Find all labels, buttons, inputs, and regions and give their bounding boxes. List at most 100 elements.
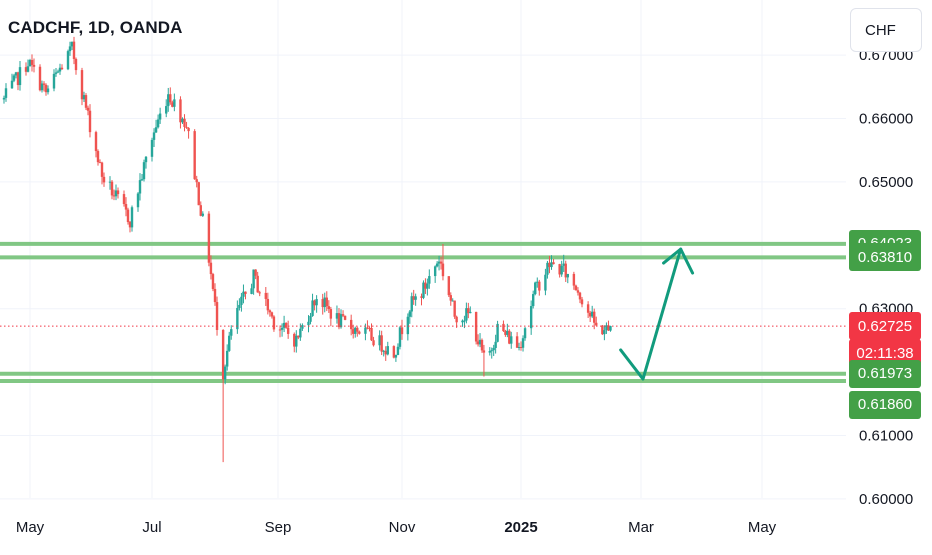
- candle-body: [550, 262, 553, 268]
- candle-body: [54, 72, 58, 74]
- candle: [494, 334, 497, 354]
- price-tick-label: 0.61000: [859, 428, 913, 445]
- candle: [451, 298, 454, 302]
- candle: [24, 62, 28, 76]
- candle-body: [40, 83, 44, 91]
- candle: [552, 258, 555, 265]
- candle: [576, 287, 580, 296]
- candle: [211, 272, 215, 292]
- candle-body: [268, 310, 272, 313]
- candle: [244, 291, 247, 300]
- candle: [354, 326, 357, 338]
- candle: [412, 289, 415, 305]
- price-tick-label: 0.66000: [859, 111, 913, 128]
- candle-body: [469, 311, 472, 314]
- candle-body: [66, 51, 70, 70]
- candle-body: [284, 322, 288, 328]
- candle: [492, 344, 495, 357]
- candle-body: [30, 59, 34, 65]
- projection-path: [619, 247, 683, 381]
- candle: [313, 299, 316, 311]
- candle-body: [98, 162, 102, 164]
- currency-button[interactable]: CHF: [850, 8, 922, 52]
- candle-body: [406, 316, 410, 335]
- candle-body: [173, 99, 176, 107]
- candle-body: [38, 66, 42, 91]
- candle-body: [152, 132, 156, 140]
- time-axis[interactable]: May Jul Sep Nov 2025 Mar May: [16, 519, 777, 536]
- candle-body: [552, 262, 555, 265]
- candle-body: [240, 296, 243, 305]
- candle-body: [435, 263, 439, 267]
- candle: [343, 315, 347, 321]
- candle-body: [138, 180, 142, 194]
- candle: [152, 128, 156, 147]
- candle-body: [378, 335, 381, 346]
- candle-body: [187, 127, 190, 132]
- candle-body: [94, 132, 98, 152]
- candle-body: [156, 119, 160, 128]
- candle-body: [536, 281, 539, 283]
- candle-body: [410, 296, 413, 312]
- candle-body: [142, 162, 146, 180]
- candle-body: [10, 80, 14, 89]
- candle: [52, 69, 56, 92]
- candle-body: [437, 261, 441, 264]
- candle: [10, 73, 14, 89]
- candle-body: [400, 327, 404, 335]
- candle: [396, 343, 400, 356]
- candle: [380, 330, 383, 356]
- candle-body: [154, 127, 158, 133]
- price-tick-label: 0.65000: [859, 174, 913, 191]
- candle-body: [244, 291, 247, 294]
- candle: [228, 331, 231, 352]
- candle: [173, 93, 176, 112]
- candle: [38, 64, 42, 92]
- candle-body: [32, 64, 36, 67]
- candle-body: [68, 46, 72, 52]
- candle-body: [534, 282, 537, 295]
- candle: [193, 129, 196, 180]
- candle: [2, 95, 6, 104]
- candle: [199, 201, 202, 217]
- candle: [534, 281, 537, 296]
- candle-body: [506, 330, 509, 335]
- candle-body: [358, 331, 361, 334]
- candle: [240, 292, 243, 312]
- candle-body: [538, 281, 541, 291]
- candle: [548, 255, 551, 274]
- candle-body: [420, 296, 423, 298]
- candle-body: [110, 181, 114, 196]
- candle-body: [453, 300, 456, 317]
- candle-body: [254, 269, 257, 276]
- candle-body: [278, 329, 282, 331]
- candle-body: [467, 308, 470, 314]
- candle-body: [392, 346, 396, 358]
- candle: [278, 325, 282, 338]
- candle: [358, 330, 361, 335]
- candle-body: [370, 327, 373, 341]
- candle-body: [323, 297, 326, 308]
- candle: [515, 332, 519, 349]
- candle: [100, 161, 104, 185]
- candle-body: [490, 350, 493, 352]
- candle-body: [102, 176, 106, 183]
- candle: [447, 276, 451, 298]
- candle: [140, 174, 144, 182]
- candle-body: [56, 71, 60, 73]
- candle-body: [2, 97, 6, 100]
- time-tick-label: Jul: [142, 519, 161, 536]
- candle: [349, 314, 353, 336]
- candle-body: [482, 350, 486, 353]
- candle-body: [529, 306, 533, 329]
- candle-body: [396, 346, 400, 355]
- price-axis[interactable]: 0.670000.660000.650000.630000.610000.600…: [859, 47, 913, 508]
- candle-body: [607, 325, 610, 331]
- candle-body: [386, 346, 389, 355]
- candle-body: [590, 311, 594, 317]
- candle: [230, 325, 233, 340]
- candle-body: [195, 179, 198, 183]
- candle-body: [394, 354, 398, 358]
